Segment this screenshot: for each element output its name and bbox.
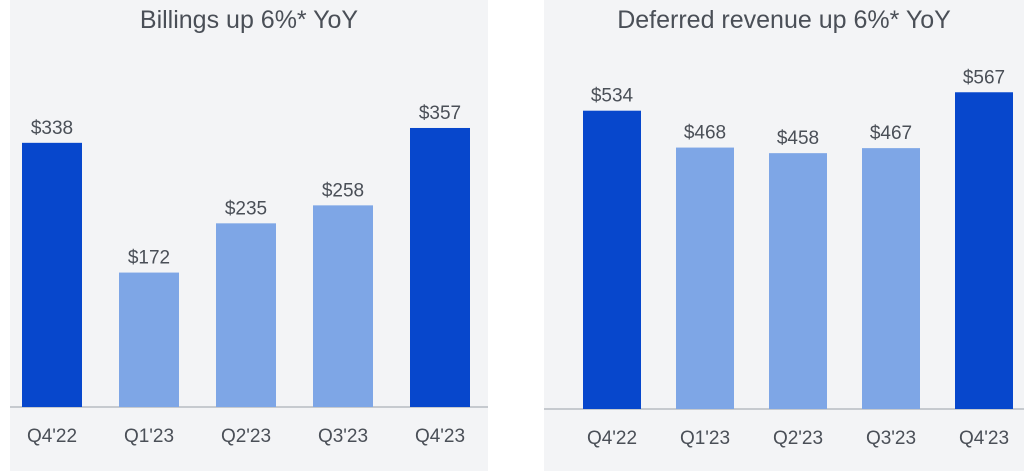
billings-chart-panel: Billings up 6%* YoY $338 Q4'22 $172 Q1'23 $2… [10,0,488,471]
billings-bar [22,142,82,408]
deferred-x-tick-label: Q1'23 [680,428,730,449]
billings-bar-value-label: $172 [128,248,170,269]
billings-bar [410,127,470,407]
deferred-x-tick-label: Q3'23 [866,428,916,449]
billings-bar-value-label: $338 [31,118,73,139]
deferred-x-tick-label: Q4'23 [959,428,1009,449]
deferred-bar [769,153,827,409]
deferred-bar-value-label: $567 [963,67,1005,88]
billings-x-tick-label: Q4'22 [27,426,77,447]
billings-bar [216,223,276,407]
deferred-bar [955,92,1013,409]
deferred-bar-value-label: $534 [591,86,634,107]
deferred-x-tick-label: Q4'22 [587,428,637,449]
deferred-x-tick-label: Q2'23 [773,428,823,449]
billings-bar-value-label: $357 [419,103,461,124]
billings-bar-value-label: $235 [225,198,267,219]
billings-x-tick-label: Q2'23 [221,426,271,447]
billings-bar [313,205,373,407]
billings-bar [119,272,179,407]
billings-chart-title: Billings up 6%* YoY [139,6,359,34]
deferred-revenue-bar-chart: $534 Q4'22 $468 Q1'23 $458 Q2'23 $467 Q3'23 $567… [544,67,1024,449]
deferred-bar-value-label: $467 [870,123,912,144]
billings-x-tick-label: Q3'23 [318,426,368,447]
billings-bar-chart: $338 Q4'22 $172 Q1'23 $235 Q2'23 $258 Q3'23 $357… [10,103,488,447]
deferred-bar [676,147,734,409]
billings-x-tick-label: Q4'23 [415,426,465,447]
billings-bar-value-label: $258 [322,180,364,201]
deferred-bar [583,110,641,410]
deferred-revenue-chart-title: Deferred revenue up 6%* YoY [617,6,951,34]
deferred-bar-value-label: $458 [777,128,819,149]
billings-x-tick-label: Q1'23 [124,426,174,447]
deferred-bar [862,148,920,409]
deferred-bar-value-label: $468 [684,123,726,144]
deferred-revenue-chart-panel: Deferred revenue up 6%* YoY $534 Q4'22 $46… [544,0,1024,471]
